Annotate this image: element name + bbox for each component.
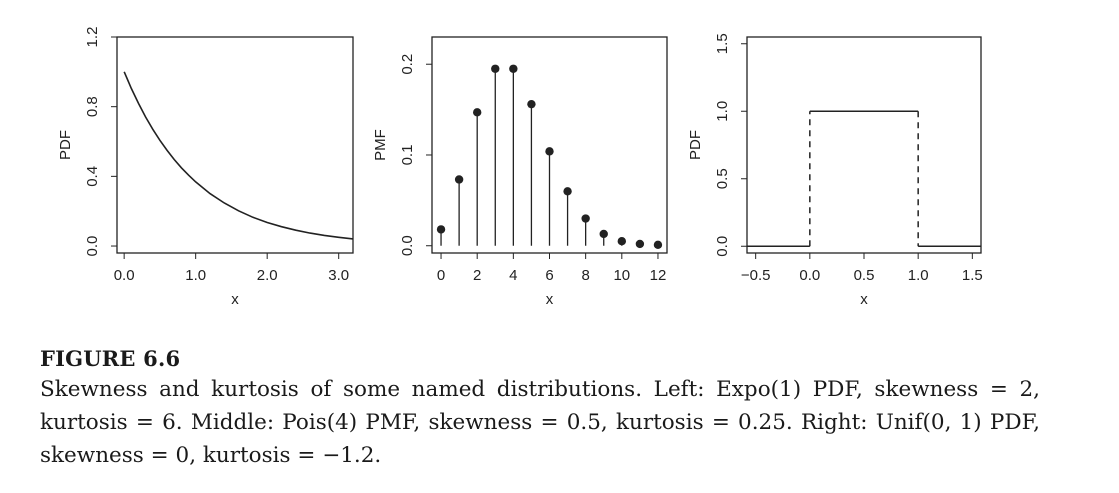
chart3-plot-frame	[746, 36, 982, 254]
chart1-series-line	[123, 71, 354, 240]
chart2-point	[581, 214, 590, 223]
chart1-y-tick-label: 0.4	[84, 166, 101, 187]
chart1-y-tick-label: 0.8	[84, 96, 101, 117]
chart2-x-tick-label: 12	[650, 267, 667, 284]
chart3-x-tick-label: 1.0	[908, 267, 929, 284]
chart1-x-tick-label: 3.0	[328, 267, 349, 284]
chart3-y-tick-label: 1.0	[714, 101, 731, 122]
chart2-point	[545, 147, 554, 156]
chart2-x-tick-label: 6	[545, 267, 553, 284]
chart3-x-tick-label: 0.0	[799, 267, 820, 284]
figure-caption: FIGURE 6.6 Skewness and kurtosis of some…	[40, 346, 1040, 472]
chart2-point	[436, 225, 446, 234]
chart2-point	[527, 99, 536, 109]
chart2-point	[617, 237, 627, 246]
chart2-y-tick-label: 0.1	[399, 145, 416, 166]
chart1-y-tick-label: 0.0	[84, 236, 101, 257]
chart1-y-tick-label: 1.2	[84, 27, 101, 48]
chart1-plot-frame	[116, 36, 354, 254]
chart2-point	[454, 175, 464, 184]
caption-label: FIGURE 6.6	[40, 346, 181, 371]
chart2-y-axis-label: PMF	[372, 129, 389, 161]
chart2-x-tick-label: 8	[581, 267, 589, 284]
caption-text: Skewness and kurtosis of some named dist…	[40, 377, 1040, 468]
chart3-x-tick-label: −0.5	[741, 267, 771, 284]
chart3-y-tick-label: 0.5	[714, 168, 731, 189]
chart2-x-tick-label: 2	[473, 267, 481, 284]
chart3-y-tick-label: 0.0	[714, 236, 731, 257]
chart2-x-axis-label: x	[546, 291, 554, 308]
chart2-x-tick-label: 10	[613, 267, 630, 284]
figure: 0.0 1.0 2.0 3.0 0.0 0.4 0.8 1.2 x PDF 0 2 4 6 8 10 12 0.0…	[57, 27, 983, 308]
chart2-point	[509, 64, 518, 73]
chart2-x-tick-label: 4	[509, 267, 517, 284]
chart3-y-axis-label: PDF	[687, 130, 704, 160]
chart3-x-tick-label: 0.5	[854, 267, 875, 284]
chart2-y-tick-label: 0.2	[399, 54, 416, 75]
chart2-y-tick-label: 0.0	[399, 235, 416, 256]
chart3-x-tick-label: 1.5	[962, 267, 983, 284]
chart2-point	[653, 240, 663, 250]
chart2-point	[491, 64, 500, 73]
chart1-x-axis-label: x	[231, 291, 239, 308]
chart3-x-axis-label: x	[860, 291, 868, 308]
chart2-point	[635, 239, 645, 249]
chart1-y-axis-label: PDF	[57, 130, 74, 160]
chart2-point	[563, 187, 572, 196]
chart3-y-tick-label: 1.5	[714, 33, 731, 54]
chart2-point	[599, 229, 608, 239]
chart1-x-tick-label: 2.0	[257, 267, 278, 284]
chart1-x-tick-label: 0.0	[114, 267, 135, 284]
chart1-x-tick-label: 1.0	[185, 267, 206, 284]
chart2-point	[472, 108, 482, 117]
chart2-x-tick-label: 0	[437, 267, 445, 284]
